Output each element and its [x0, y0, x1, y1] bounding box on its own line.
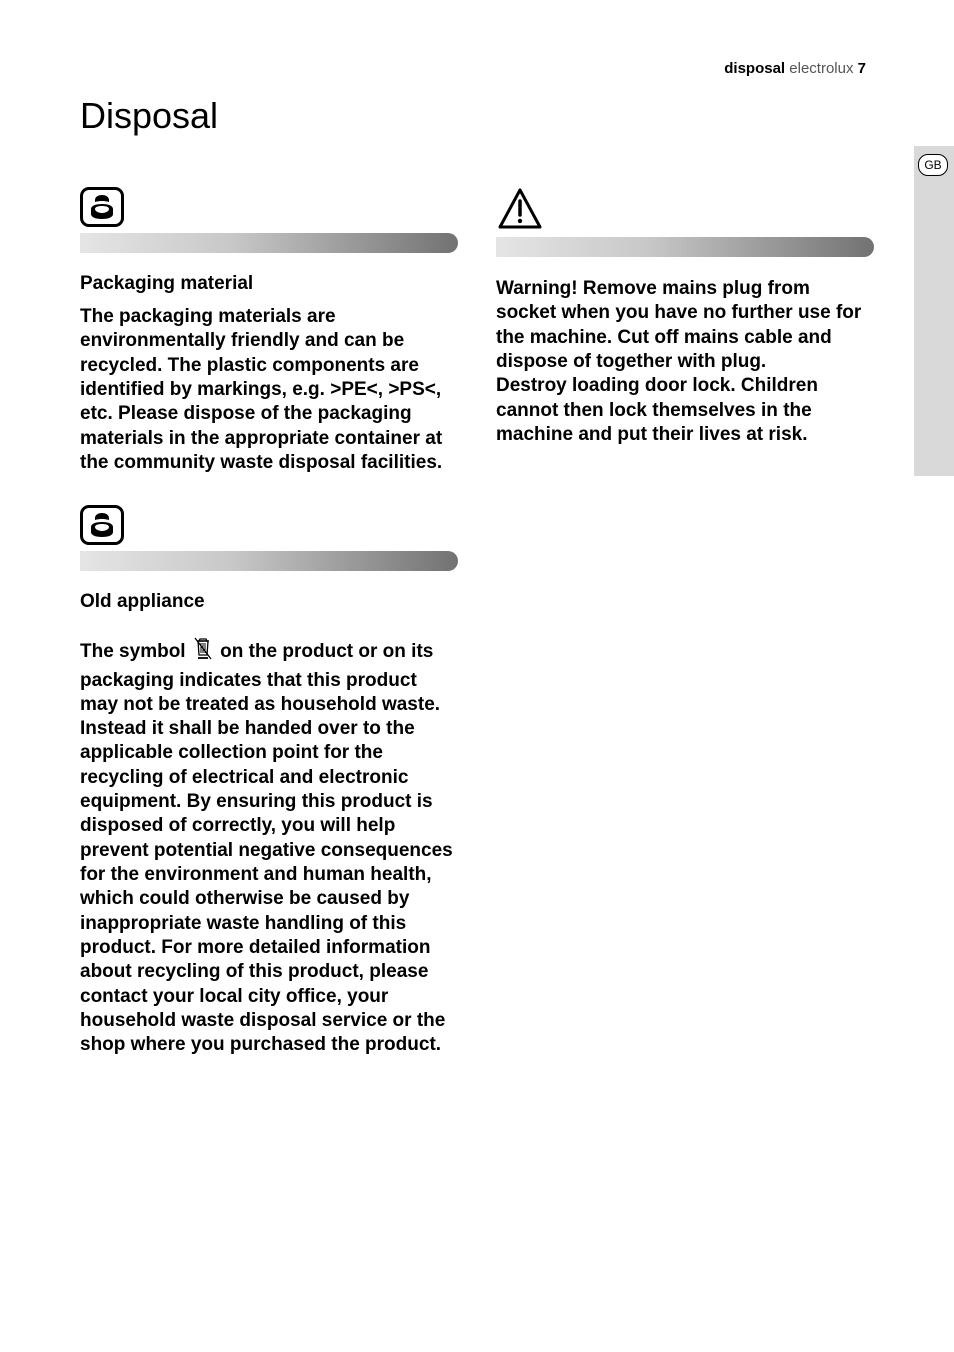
divider — [80, 551, 458, 571]
warning-body-1: Warning! Remove mains plug from socket w… — [496, 277, 874, 374]
divider — [496, 237, 874, 257]
spacer — [80, 623, 458, 637]
old-appliance-heading: Old appliance — [80, 591, 458, 613]
packaging-section: Packaging material The packaging materia… — [80, 187, 458, 475]
right-column: Warning! Remove mains plug from socket w… — [496, 187, 874, 1058]
warning-section: Warning! Remove mains plug from socket w… — [496, 187, 874, 447]
weee-bin-icon — [193, 637, 213, 668]
page-title: Disposal — [80, 95, 874, 137]
header-section: disposal — [724, 60, 785, 77]
content-columns: Packaging material The packaging materia… — [80, 187, 874, 1058]
old-appliance-section: Old appliance The symbol on the product … — [80, 505, 458, 1057]
header-page-number: 7 — [858, 60, 866, 77]
old-appliance-body-before: The symbol — [80, 641, 191, 662]
side-tab — [914, 146, 954, 476]
header-brand: electrolux — [789, 60, 853, 77]
language-badge: GB — [918, 154, 948, 176]
left-column: Packaging material The packaging materia… — [80, 187, 458, 1058]
divider — [80, 233, 458, 253]
recycle-hands-icon — [80, 505, 124, 545]
old-appliance-body: The symbol on the product or on its pack… — [80, 637, 458, 1057]
warning-triangle-icon — [496, 187, 544, 231]
running-header: disposal electrolux 7 — [724, 60, 866, 77]
recycle-hands-icon — [80, 187, 124, 227]
page: disposal electrolux 7 GB Disposal Packag… — [0, 0, 954, 1352]
packaging-heading: Packaging material — [80, 273, 458, 295]
old-appliance-body-after: on the product or on its packaging indic… — [80, 641, 453, 1055]
packaging-body: The packaging materials are environmenta… — [80, 305, 458, 475]
warning-body-2: Destroy loading door lock. Children cann… — [496, 374, 874, 447]
